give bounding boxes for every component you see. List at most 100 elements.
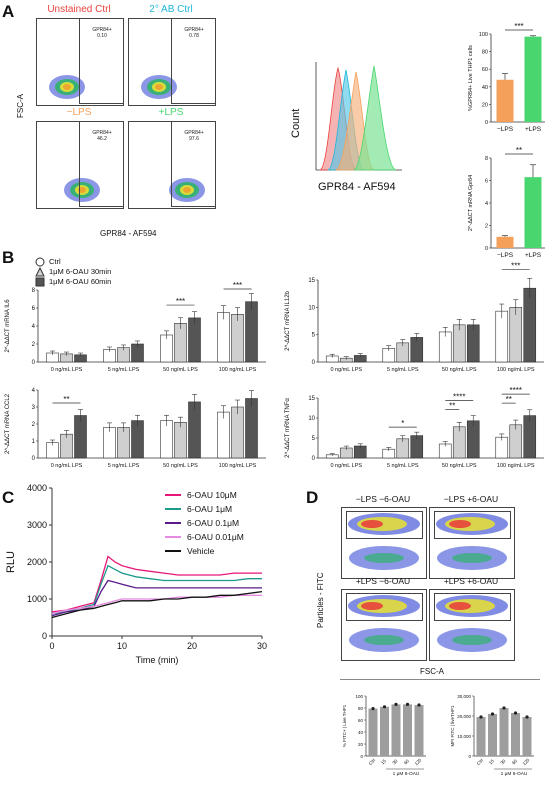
significance-label: **** — [453, 392, 465, 401]
chart-b-il6: 0 2 4 6 8 0 ng/mL LPS 5 ng/mL LPS 50 ng/mL LPS 1… — [5, 282, 266, 373]
cell-density-blob — [78, 187, 86, 193]
bar — [466, 420, 480, 459]
panel-letter-c: C — [2, 488, 15, 507]
bar — [488, 714, 497, 756]
panel-letter-d: D — [306, 488, 319, 507]
y-tick-label: 4000 — [27, 483, 47, 493]
histogram-svg — [315, 62, 402, 171]
bar — [188, 317, 201, 363]
flow-title: +LPS — [158, 107, 184, 118]
gate-box — [171, 122, 215, 207]
x-tick-label: 50 ng/mL LPS — [163, 463, 198, 469]
gate-box — [434, 593, 511, 621]
series-line — [51, 555, 262, 613]
legend-label: 6-OAU 1μM — [187, 504, 232, 514]
gate-box — [346, 593, 423, 621]
data-point — [405, 702, 410, 706]
data-point — [417, 703, 421, 707]
flow-title: Unstained Ctrl — [47, 4, 111, 15]
x-tick-label: 100 ng/mL LPS — [497, 463, 535, 469]
panel-letter-b: B — [2, 248, 15, 267]
x-tick-label: 30 — [257, 641, 267, 651]
flow-plot-a-4: GPR84+ 97.6 — [128, 121, 216, 209]
data-point — [371, 707, 375, 711]
bar — [499, 708, 509, 756]
x-tick-label: 120 — [414, 757, 423, 766]
y-tick-label: 10 — [308, 416, 315, 422]
bar — [403, 704, 412, 756]
y-tick-label: 3 — [32, 405, 36, 411]
bar — [160, 420, 173, 459]
bar — [231, 313, 244, 363]
x-tick-label: 30 — [499, 758, 506, 765]
gate-label: GPR84+ — [92, 130, 112, 136]
y-axis-label: 2^-ΔΔCT mRNA IL6 — [5, 299, 11, 353]
y-tick-label: 0 — [312, 360, 316, 366]
significance-label: ** — [506, 395, 512, 404]
series-line — [51, 564, 262, 615]
y-tick-label: 0 — [312, 456, 316, 462]
y-axis-label: MFI FITC | liveTHP1 — [450, 705, 455, 746]
bar — [245, 301, 258, 363]
y-tick-label: 60 — [482, 67, 488, 73]
y-tick-label: 4 — [32, 388, 36, 394]
x-axis-label: Time (min) — [136, 655, 179, 665]
significance-label: ** — [516, 146, 522, 155]
bar — [217, 312, 230, 363]
y-tick-label: 6 — [485, 179, 488, 185]
bar — [217, 411, 230, 459]
x-tick-label: 5 ng/mL LPS — [387, 367, 419, 373]
y-tick-label: 2 — [32, 342, 36, 348]
x-tick-label: 15 — [488, 758, 495, 765]
data-point — [490, 712, 495, 716]
panel-b-legend: Ctrl 1μM 6-OAU 30min 1μM 6-OAU 60min — [35, 257, 111, 287]
gate-label: GPR84+ — [184, 130, 204, 136]
gate-box — [434, 511, 511, 539]
chart-d-percent-fitc: 0 20 40 60 80 100 Ctrl 15 30 60 120 1 μM 6-OAU % FIT… — [342, 694, 426, 777]
cell-density-blob — [449, 520, 471, 528]
panel-a-y-axis-label: FSC-A — [16, 94, 25, 118]
y-axis-label: 2^-ΔΔCT mRNA IL12b — [285, 290, 291, 350]
x-tick-label: 0 ng/mL LPS — [330, 463, 362, 469]
y-tick-label: 40 — [358, 730, 364, 735]
y-tick-label: 2 — [32, 422, 36, 428]
cell-density-blob — [364, 635, 404, 645]
histogram-plot — [308, 58, 403, 176]
x-tick-label: −LPS — [497, 126, 514, 133]
circle-icon — [35, 257, 45, 267]
y-tick-label: 20 — [482, 102, 488, 108]
bar — [509, 307, 523, 363]
y-tick-label: 10,000 — [457, 734, 471, 739]
square-icon — [35, 277, 45, 287]
y-axis-label: 2^-ΔΔCT mRNA TNFα — [285, 398, 291, 458]
y-axis-label: 2^-ΔΔCT mRNA Gpr84 — [468, 175, 474, 231]
cell-density-blob — [449, 602, 471, 610]
flow-title: −LPS −6-OAU — [355, 494, 411, 504]
bar — [174, 421, 187, 459]
x-tick-label: 50 ng/mL LPS — [442, 367, 477, 373]
flow-title: −LPS — [66, 107, 92, 118]
significance-label: *** — [511, 262, 520, 270]
y-tick-label: 0 — [360, 754, 363, 759]
bar — [414, 705, 424, 756]
data-point — [502, 706, 506, 710]
y-tick-label: 2 — [485, 224, 488, 230]
series-line — [51, 590, 263, 619]
y-tick-label: 20,000 — [457, 714, 471, 719]
legend-label: 1μM 6-OAU 60min — [49, 277, 112, 286]
data-point — [513, 711, 518, 715]
y-tick-label: 40 — [482, 85, 488, 91]
x-tick-label: 0 ng/mL LPS — [51, 463, 83, 469]
y-axis-label: 2^-ΔΔCT mRNA CCL2 — [5, 393, 11, 454]
series-line — [51, 579, 262, 617]
significance-label: **** — [510, 386, 522, 395]
cell-density-blob — [183, 187, 191, 193]
flow-plot-d-2 — [429, 507, 515, 579]
y-tick-label: 0 — [485, 120, 488, 126]
flow-title: −LPS +6-OAU — [443, 494, 499, 504]
x-tick-label: 15 — [380, 758, 387, 765]
significance-label: * — [401, 419, 404, 428]
flow-plot-d-1 — [341, 507, 427, 579]
bar — [524, 177, 542, 248]
significance-label: *** — [233, 282, 242, 290]
